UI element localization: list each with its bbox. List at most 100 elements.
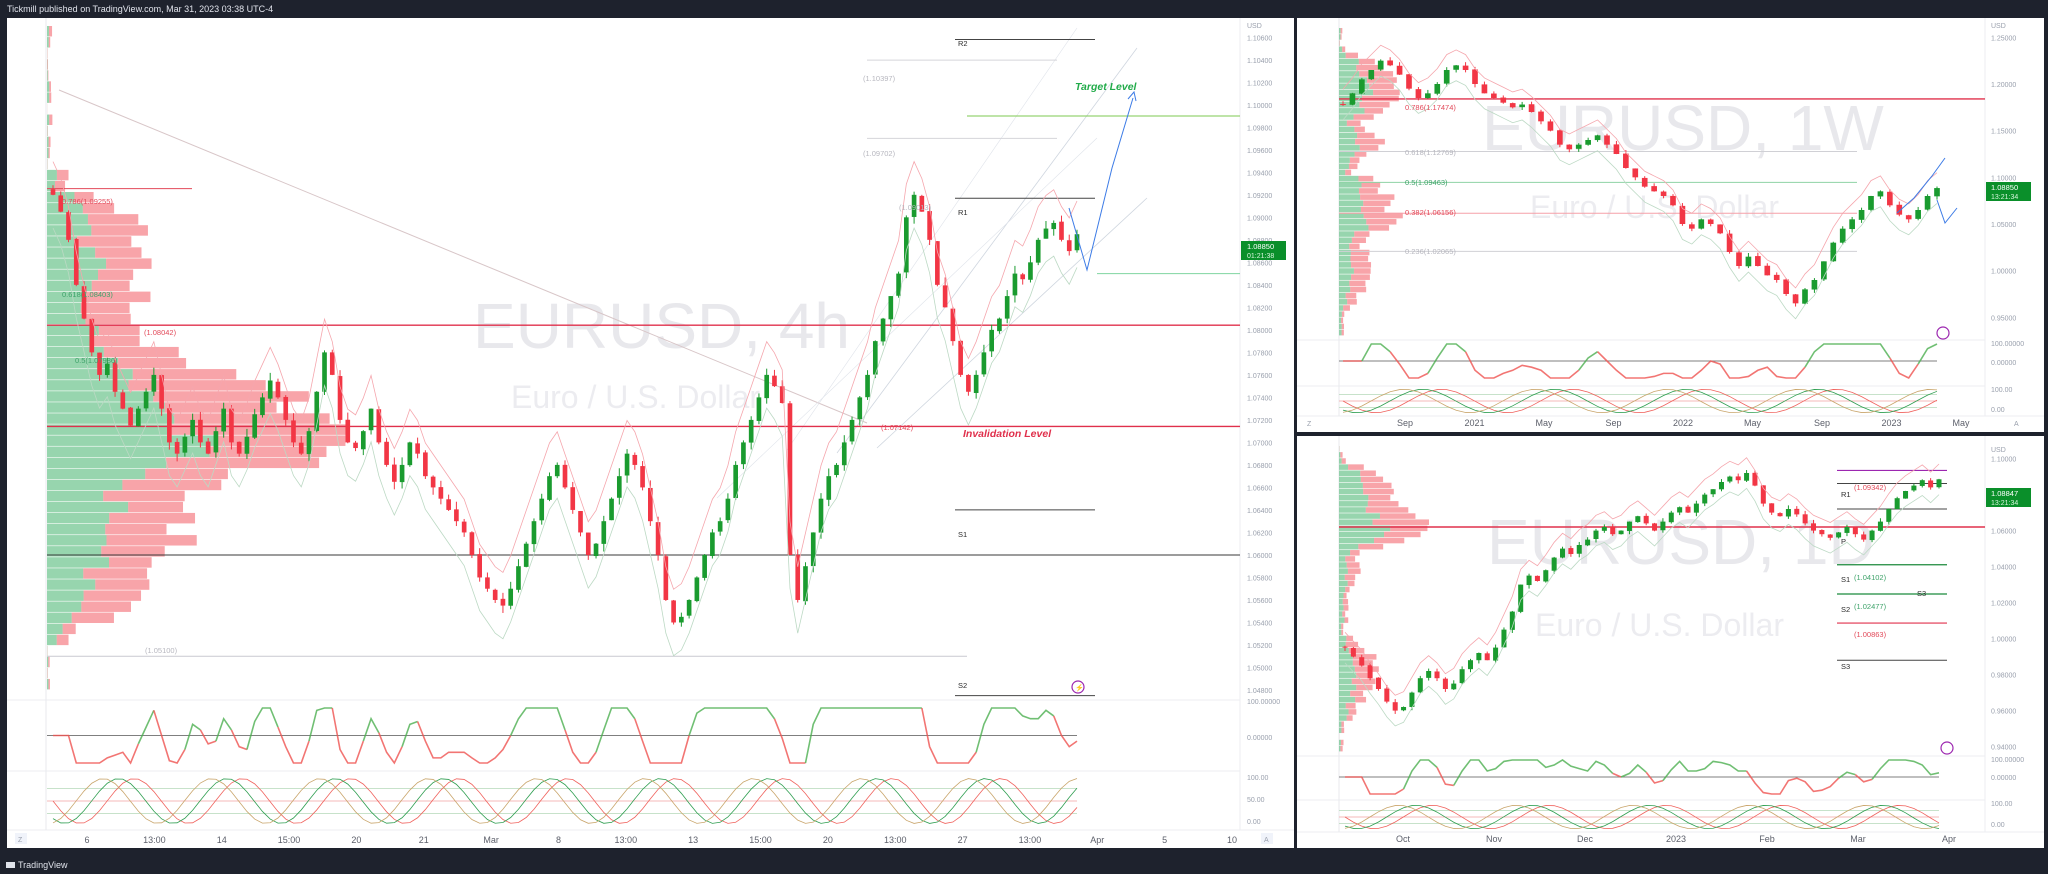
footer-bar: TradingView bbox=[0, 856, 2048, 874]
candle-body bbox=[562, 464, 568, 488]
candle-body bbox=[1811, 280, 1818, 290]
candle-body bbox=[702, 554, 707, 578]
candle-body bbox=[492, 589, 498, 600]
candle-body bbox=[1821, 261, 1827, 280]
volume-profile-bar-up bbox=[47, 479, 123, 491]
auto-scale-button-4h[interactable] bbox=[1261, 833, 1273, 844]
volume-profile-bar-up bbox=[1339, 525, 1391, 532]
candle-body bbox=[1028, 262, 1033, 280]
candle-body bbox=[1367, 665, 1373, 679]
volume-profile-bar-up bbox=[47, 601, 82, 612]
candle-body bbox=[1043, 228, 1049, 239]
rsi-line-segment bbox=[230, 729, 248, 751]
volume-profile-bar-up bbox=[1339, 286, 1351, 293]
volume-profile-bar-down bbox=[81, 601, 131, 612]
price-tick-label: 1.06600 bbox=[1247, 485, 1272, 492]
footer-brand[interactable]: TradingView bbox=[18, 860, 68, 870]
volume-profile-bar-down bbox=[1369, 83, 1394, 89]
candle-body bbox=[826, 476, 832, 500]
auto-scale-icon-1w[interactable]: A bbox=[2014, 421, 2019, 428]
timezone-icon-1w[interactable]: Z bbox=[1307, 421, 1312, 428]
candle-body bbox=[461, 521, 467, 533]
volume-profile-bar-up bbox=[47, 435, 218, 446]
price-tick-label: 1.07600 bbox=[1247, 373, 1272, 380]
candle-body bbox=[810, 532, 816, 567]
volume-profile-bar-down bbox=[83, 568, 148, 579]
price-tick-label: 1.06000 bbox=[1247, 553, 1272, 560]
volume-profile-bar-up bbox=[1339, 599, 1343, 605]
volume-profile-bar-down bbox=[1342, 611, 1346, 617]
candle-body bbox=[1783, 279, 1789, 294]
time-tick-label: 13 bbox=[688, 835, 698, 845]
time-axis-4h[interactable]: 6 13:00 14 15:00 20 21 Mar 8 13:00 13 15:00 20 13:00… bbox=[84, 835, 1237, 845]
volume-profile-bar-down bbox=[105, 524, 167, 535]
volume-profile-bar-up bbox=[1339, 611, 1343, 617]
volume-profile-bar-down bbox=[1346, 635, 1354, 642]
volume-profile-bar-up bbox=[47, 147, 49, 159]
volume-profile-bar-down bbox=[1356, 684, 1373, 691]
rsi-line-segment bbox=[1804, 343, 1891, 368]
candle-body bbox=[58, 195, 64, 212]
candle-body bbox=[1934, 188, 1940, 197]
event-marker-icon-4h[interactable] bbox=[1071, 680, 1085, 694]
volume-profile-bar-up bbox=[1339, 206, 1361, 213]
volume-profile-bar-up bbox=[1339, 586, 1346, 593]
currency-label-1d: USD bbox=[1991, 447, 2006, 454]
price-axis-4h[interactable]: 1.10600 1.10400 1.10200 1.10000 1.09800 1.096… bbox=[1247, 35, 1272, 695]
candle-body bbox=[1887, 191, 1893, 206]
price-tick-label: 1.00000 bbox=[1991, 637, 2016, 644]
volume-profile-bar-up bbox=[47, 546, 102, 557]
candle-body bbox=[849, 419, 855, 442]
volume-profile-bar-down bbox=[1340, 745, 1343, 752]
volume-profile-bar-down bbox=[1365, 507, 1409, 513]
rsi-line-segment bbox=[153, 710, 186, 764]
rsi-line-segment bbox=[1436, 767, 1454, 787]
volume-profile-bar-down bbox=[1363, 200, 1391, 207]
candle-body bbox=[733, 464, 738, 499]
fib-1w-5: 0.236(1.02065) bbox=[1405, 247, 1456, 256]
chart-4h-svg[interactable]: EURUSD, 4h Euro / U.S. Dollar Target Lev… bbox=[7, 18, 1294, 848]
price-tick-label: 1.09400 bbox=[1247, 170, 1272, 177]
time-tick-label: May bbox=[1744, 418, 1762, 428]
candle-body bbox=[1377, 60, 1384, 70]
rsi-line-segment bbox=[1578, 351, 1599, 371]
pivot-1d-p: P bbox=[1841, 537, 1846, 546]
volume-profile-bar-down bbox=[1349, 157, 1360, 163]
chart-pane-4h[interactable]: EURUSD, 4h Euro / U.S. Dollar Target Lev… bbox=[7, 18, 1294, 848]
chart-1w-svg[interactable]: EURUSD, 1W Euro / U.S. Dollar 0.786(1.17… bbox=[1297, 18, 2044, 432]
candle-body bbox=[1702, 494, 1708, 504]
event-marker-icon-1w[interactable] bbox=[1936, 326, 1950, 340]
candle-body bbox=[1501, 629, 1507, 648]
price-axis-1w[interactable]: 1.25000 1.20000 1.15000 1.10000 1.05000 1.000… bbox=[1991, 35, 2016, 322]
candle-body bbox=[1519, 104, 1525, 108]
candle-body bbox=[516, 566, 521, 590]
volume-profile-bar-up bbox=[1339, 200, 1364, 207]
candle-body bbox=[174, 441, 180, 454]
time-tick-label: 6 bbox=[84, 835, 89, 845]
volume-profile-bar-up bbox=[47, 678, 49, 690]
candle-body bbox=[120, 392, 126, 409]
price-tick-label: 1.06400 bbox=[1247, 508, 1272, 515]
candle-body bbox=[1443, 70, 1450, 84]
candle-body bbox=[1074, 234, 1080, 251]
volume-profile-bar-up bbox=[1339, 745, 1341, 752]
volume-profile-bar-up bbox=[1339, 329, 1342, 336]
chart-pane-1w[interactable]: EURUSD, 1W Euro / U.S. Dollar 0.786(1.17… bbox=[1297, 18, 2044, 432]
candle-body bbox=[1543, 570, 1549, 582]
volume-profile-bar-up bbox=[1339, 592, 1344, 599]
time-axis-1d[interactable]: Oct Nov Dec 2023 Feb Mar Apr bbox=[1396, 834, 1956, 844]
volume-profile-bar-up bbox=[47, 291, 87, 303]
pivot-r1-label: R1 bbox=[958, 208, 968, 217]
time-axis-1w[interactable]: Sep 2021 May Sep 2022 May Sep 2023 May bbox=[1397, 418, 1970, 428]
price-tick-label: 1.06800 bbox=[1247, 463, 1272, 470]
price-tick-label: 1.20000 bbox=[1991, 82, 2016, 89]
volume-profile-bar-up bbox=[1339, 58, 1359, 65]
candle-body bbox=[779, 386, 785, 404]
timezone-button-4h[interactable] bbox=[15, 833, 27, 844]
event-marker-icon-1d[interactable] bbox=[1940, 741, 1954, 755]
chart-1d-svg[interactable]: EURUSD, 1D Euro / U.S. Dollar (1.09342) … bbox=[1297, 436, 2044, 848]
chart-pane-1d[interactable]: EURUSD, 1D Euro / U.S. Dollar (1.09342) … bbox=[1297, 436, 2044, 848]
rsi-line-segment bbox=[1612, 772, 1622, 778]
currency-label-1w: USD bbox=[1991, 23, 2006, 30]
volume-profile-bar-down bbox=[1343, 605, 1349, 611]
